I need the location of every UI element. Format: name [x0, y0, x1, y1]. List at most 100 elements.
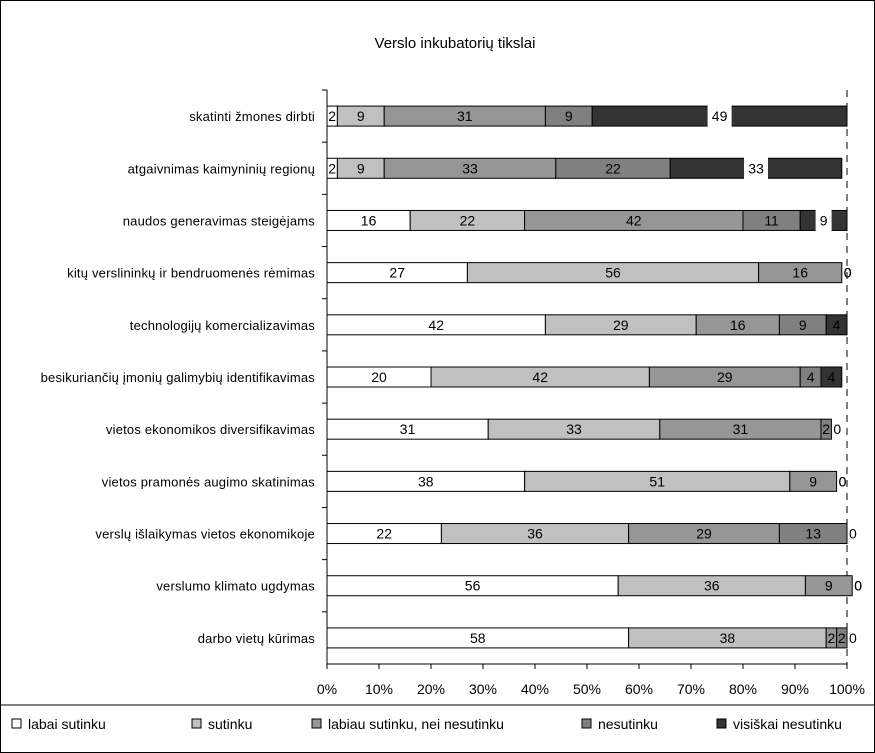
value-label: 42 [532, 369, 548, 385]
value-label: 31 [733, 421, 749, 437]
value-label: 9 [820, 212, 828, 228]
value-label: 22 [460, 212, 476, 228]
value-label: 38 [418, 473, 434, 489]
value-label: 4 [828, 369, 836, 385]
value-label: 9 [799, 317, 807, 333]
value-label: 0 [854, 578, 862, 594]
value-label: 9 [357, 108, 365, 124]
value-label: 38 [720, 630, 736, 646]
legend-swatch [581, 718, 592, 729]
legend-label: labai sutinku [28, 716, 106, 732]
value-label: 2 [838, 630, 846, 646]
legend-label: sutinku [208, 716, 252, 732]
category-label: vietos ekonomikos diversifikavimas [106, 422, 315, 437]
value-label: 36 [527, 526, 543, 542]
value-label: 16 [361, 212, 377, 228]
x-tick-label: 50% [573, 681, 601, 697]
category-label: skatinti žmones dirbti [189, 109, 315, 124]
x-tick-label: 0% [317, 681, 337, 697]
value-label: 22 [376, 526, 392, 542]
x-tick-label: 90% [781, 681, 809, 697]
value-label: 33 [462, 160, 478, 176]
x-tick-label: 60% [625, 681, 653, 697]
value-label: 29 [613, 317, 629, 333]
value-label: 36 [704, 578, 720, 594]
x-tick-label: 30% [469, 681, 497, 697]
value-label: 2 [328, 160, 336, 176]
value-label: 16 [730, 317, 746, 333]
value-label: 9 [565, 108, 573, 124]
category-label: kitų verslininkų ir bendruomenės rėmimas [67, 266, 315, 281]
value-label: 56 [605, 265, 621, 281]
legend-swatch [311, 718, 322, 729]
value-label: 0 [839, 473, 847, 489]
value-label: 29 [696, 526, 712, 542]
legend: labai sutinku sutinku labiau sutinku, nei … [11, 716, 842, 732]
value-label: 22 [605, 160, 621, 176]
value-label: 58 [470, 630, 486, 646]
value-label: 33 [566, 421, 582, 437]
legend-label: visiškai nesutinku [733, 716, 842, 732]
category-label: besikuriančių įmonių galimybių identifik… [41, 370, 316, 385]
x-tick-label: 100% [829, 681, 865, 697]
plot-area: 0% 10% 20% 30% 40% 50% 60% 70% 80% 90% 100% skatint… [41, 89, 865, 697]
category-label: naudos generavimas steigėjams [123, 213, 316, 228]
value-label: 31 [400, 421, 416, 437]
bar-segment [825, 314, 848, 336]
value-label: 20 [371, 369, 387, 385]
value-label: 4 [833, 317, 841, 333]
value-label: 42 [428, 317, 444, 333]
x-tick-label: 70% [677, 681, 705, 697]
value-label: 4 [807, 369, 815, 385]
value-label: 27 [389, 265, 405, 281]
bar-segment [836, 627, 848, 649]
value-label: 29 [717, 369, 733, 385]
category-label: atgaivnimas kaimyninių regionų [128, 161, 315, 176]
legend-swatch [191, 718, 202, 729]
value-label: 49 [712, 108, 728, 124]
value-label-box [744, 156, 768, 181]
category-label: technologijų komercializavimas [130, 318, 315, 333]
value-label: 2 [828, 630, 836, 646]
x-tick-label: 80% [729, 681, 757, 697]
value-label-box [815, 208, 832, 233]
category-label: verslų išlaikymas vietos ekonomikoje [95, 527, 315, 542]
category-label: darbo vietų kūrimas [198, 631, 316, 646]
legend-label: labiau sutinku, nei nesutinku [328, 716, 504, 732]
value-label: 9 [357, 160, 365, 176]
legend-swatch [11, 718, 22, 729]
bar-segment [758, 262, 843, 284]
x-tick-label: 40% [521, 681, 549, 697]
value-label: 0 [844, 265, 852, 281]
value-label: 0 [849, 526, 857, 542]
value-label: 56 [465, 578, 481, 594]
value-label: 13 [805, 526, 821, 542]
value-label: 2 [822, 421, 830, 437]
value-label: 16 [792, 265, 808, 281]
value-label-box [707, 104, 732, 129]
value-label: 9 [825, 578, 833, 594]
legend-label: nesutinku [598, 716, 658, 732]
value-label: 0 [833, 421, 841, 437]
value-label: 51 [649, 473, 665, 489]
value-label: 31 [457, 108, 473, 124]
value-label: 0 [854, 578, 862, 594]
value-label: 9 [809, 473, 817, 489]
x-tick-label: 20% [417, 681, 445, 697]
category-label: vietos pramonės augimo skatinimas [102, 474, 316, 489]
category-label: verslumo klimato ugdymas [156, 579, 315, 594]
bar-segment [820, 366, 843, 388]
value-label: 42 [626, 212, 642, 228]
value-label: 2 [328, 108, 336, 124]
x-tick-label: 10% [365, 681, 393, 697]
chart-title: Verslo inkubatorių tikslai [375, 35, 536, 52]
value-label: 33 [748, 160, 764, 176]
bar-segment [820, 418, 832, 440]
value-label: 0 [844, 265, 852, 281]
bar-segment [789, 470, 838, 492]
value-label: 0 [839, 473, 847, 489]
legend-swatch [716, 718, 727, 729]
value-label: 11 [764, 212, 779, 228]
bar-segment [778, 523, 848, 545]
